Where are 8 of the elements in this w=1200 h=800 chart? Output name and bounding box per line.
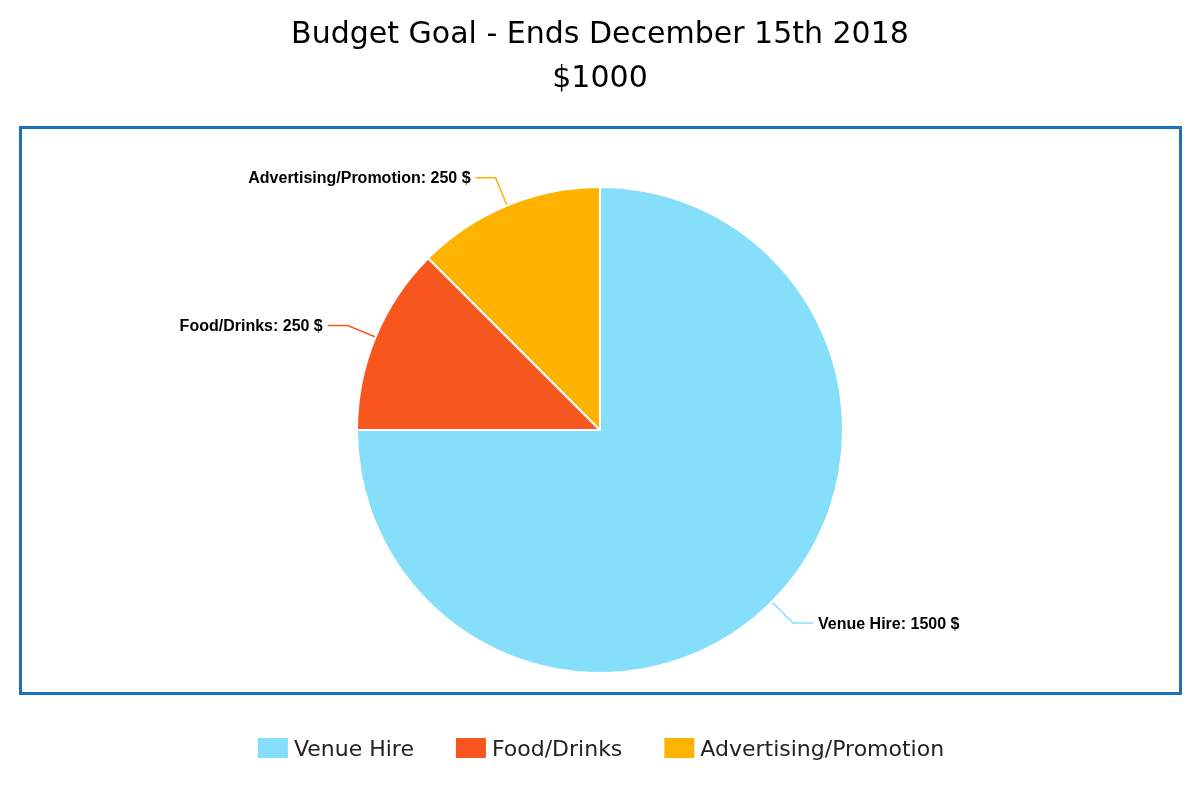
legend-label: Food/Drinks	[491, 735, 623, 761]
legend-label: Advertising/Promotion	[700, 735, 945, 761]
chart-subtitle: $1000	[552, 58, 648, 94]
legend-label: Venue Hire	[293, 735, 414, 761]
data-label: Venue Hire: 1500 $	[818, 614, 960, 632]
data-label: Food/Drinks: 250 $	[179, 317, 323, 335]
data-label: Advertising/Promotion: 250 $	[248, 169, 471, 187]
chart-title: Budget Goal - Ends December 15th 2018	[291, 14, 909, 50]
